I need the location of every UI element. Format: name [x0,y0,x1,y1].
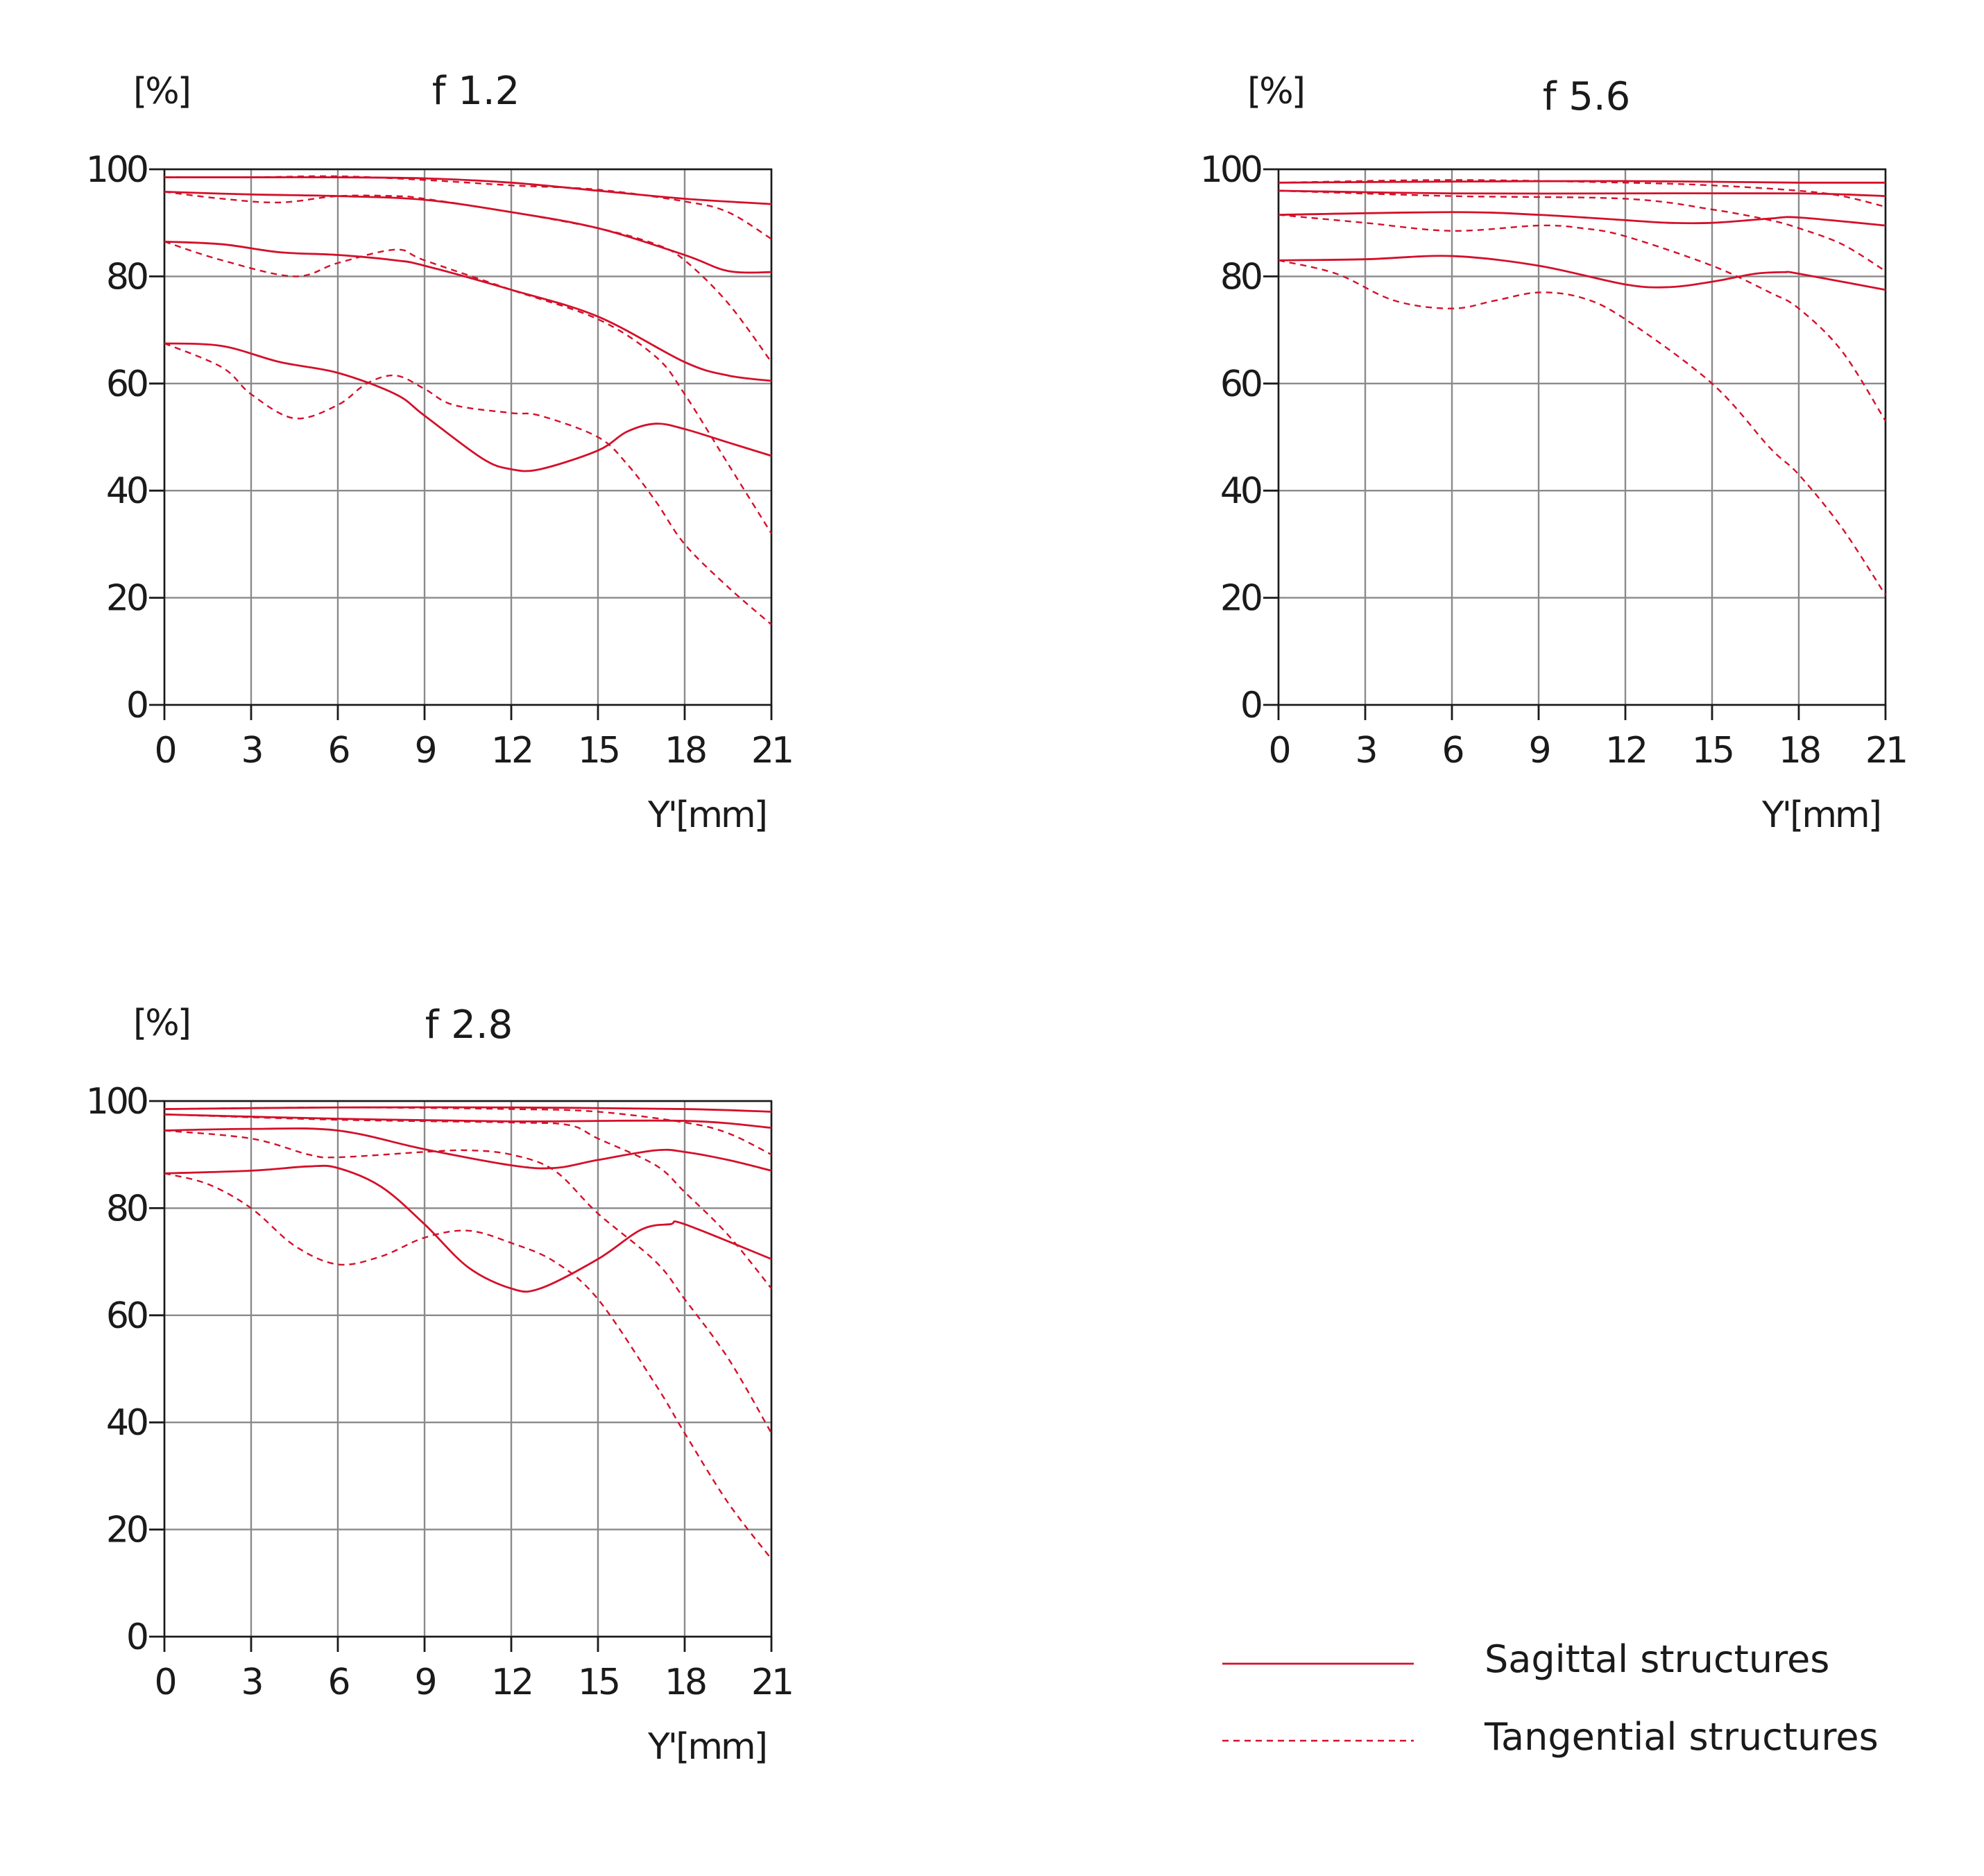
chart-title: f 5.6 [1543,74,1631,119]
x-axis-label: Y'[mm] [1761,794,1880,836]
tangential-series-line [164,1172,772,1560]
mtf-chart-f1-2: 0 20 40 60 80 100 0 3 6 9 12 15 18 21 [%] Y'[mm] f 1.2 [86,69,794,836]
y-tick-label: 80 [106,1188,147,1229]
x-tick-label: 21 [751,730,792,771]
sagittal-series-line [1278,189,1886,197]
x-axis-label: Y'[mm] [647,794,766,836]
x-tick-label: 18 [665,730,705,771]
y-axis-label: [%] [1247,71,1303,112]
x-tick-label: 21 [751,1662,792,1703]
tangential-series-line [164,191,772,363]
grid [163,1100,773,1638]
y-tick-label: 100 [86,1081,147,1123]
legend-sagittal-label: Sagittal structures [1485,1637,1829,1681]
series-group [164,175,773,626]
y-axis-label: [%] [133,1003,189,1044]
sagittal-series-line [1278,180,1886,184]
tangential-series-line [1278,259,1887,596]
x-tick-label: 3 [241,730,261,771]
x-tick-label: 0 [154,730,175,771]
x-tick-label: 9 [414,1662,435,1703]
tangential-series-line [1278,179,1886,208]
y-tick-label: 60 [1220,364,1261,405]
x-tick-label: 3 [241,1662,261,1703]
y-tick-label: 40 [1220,470,1261,512]
x-tick-label: 21 [1865,730,1906,771]
tangential-series-line [164,1129,773,1434]
y-tick-label: 80 [1220,256,1261,298]
y-tick-label: 0 [126,685,147,726]
x-tick-label: 9 [1528,730,1549,771]
x-tick-label: 18 [665,1662,705,1703]
series-group [1278,179,1887,596]
y-tick-label: 20 [106,578,147,620]
x-tick-label: 18 [1779,730,1820,771]
x-tick-label: 3 [1355,730,1375,771]
sagittal-series-line [1278,255,1886,291]
plot-frame [163,168,773,706]
x-tick-label: 6 [1442,730,1462,771]
sagittal-series-line [164,191,772,274]
chart-title: f 2.8 [425,1003,513,1048]
plot-frame [1277,168,1887,706]
mtf-chart-f5-6: 0 20 40 60 80 100 0 3 6 9 12 15 18 21 [%] Y'[mm] f 5.6 [1200,71,1908,836]
tangential-series-line [1278,189,1886,272]
y-tick-label: 60 [106,364,147,405]
x-tick-label: 6 [327,730,348,771]
tangential-series-line [164,1114,772,1289]
legend-tangential-label: Tangential structures [1484,1715,1879,1759]
y-tick-label: 40 [106,1402,147,1444]
x-tick-label: 6 [327,1662,348,1703]
sagittal-series-line [164,240,772,382]
x-tick-label: 12 [491,1662,531,1703]
y-tick-label: 40 [106,470,147,512]
y-tick-label: 0 [126,1617,147,1658]
legend: Sagittal structures Tangential structure… [1222,1637,1879,1759]
grid [1277,168,1887,706]
y-tick-label: 0 [1240,685,1261,726]
sagittal-series-line [164,1127,772,1172]
mtf-chart-f2-8: 0 20 40 60 80 100 0 3 6 9 12 15 18 21 [%] Y'[mm] f 2.8 [86,1003,794,1768]
x-tick-label: 15 [578,1662,618,1703]
series-group [164,1106,773,1560]
y-tick-label: 80 [106,256,147,298]
plot-frame [163,1100,773,1638]
sagittal-series-line [164,176,772,205]
y-tick-label: 100 [1200,149,1261,191]
x-tick-label: 0 [154,1662,175,1703]
x-tick-label: 15 [1692,730,1732,771]
sagittal-series-line [164,1164,772,1293]
tangential-series-line [164,241,773,534]
sagittal-series-line [1278,211,1886,227]
chart-title: f 1.2 [432,69,520,114]
x-tick-label: 12 [1605,730,1645,771]
tangential-series-line [164,175,772,240]
tangential-series-line [164,1107,772,1156]
tangential-series-line [164,342,772,626]
y-axis-label: [%] [133,71,189,112]
y-tick-label: 60 [106,1295,147,1337]
y-tick-label: 20 [1220,578,1261,620]
x-tick-label: 12 [491,730,531,771]
x-axis-label: Y'[mm] [647,1726,766,1768]
y-tick-label: 100 [86,149,147,191]
y-tick-label: 20 [106,1510,147,1551]
tangential-series-line [1278,214,1887,422]
x-tick-label: 9 [414,730,435,771]
x-tick-label: 0 [1268,730,1289,771]
x-tick-label: 15 [578,730,618,771]
sagittal-series-line [164,342,772,472]
